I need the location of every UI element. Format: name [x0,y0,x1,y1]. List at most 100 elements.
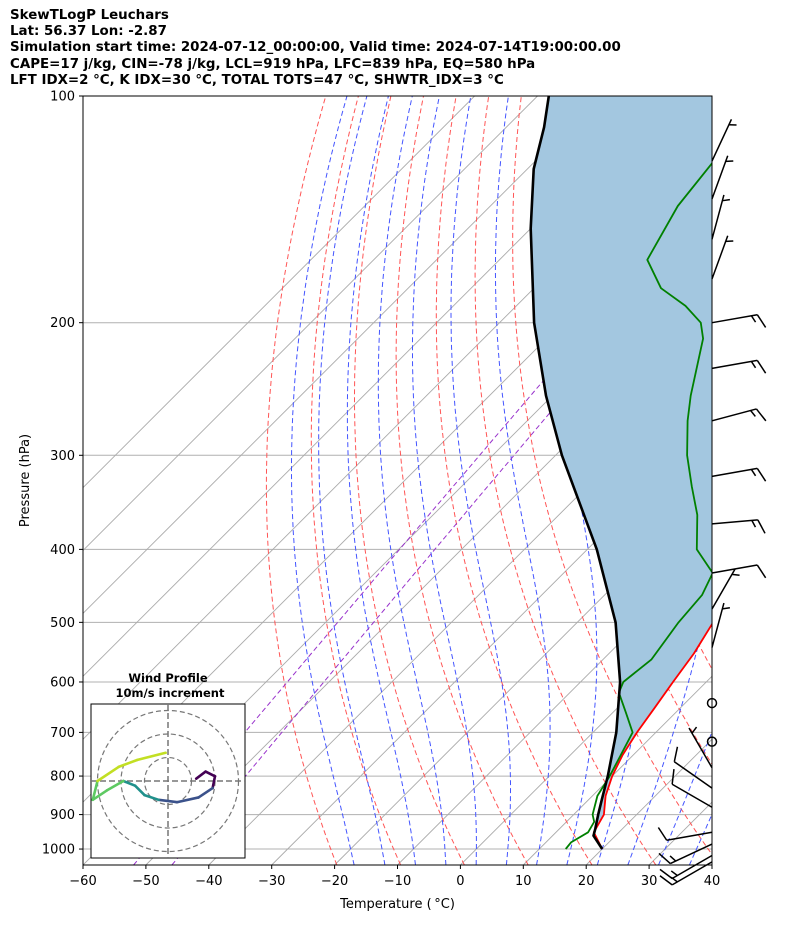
barb-shaft [671,783,713,808]
calm-wind-circle [706,697,718,709]
hodograph-trace-segment [91,789,109,802]
barb-shaft [711,564,758,574]
dry-adiabat-310 [512,96,712,856]
y-tick-label: 600 [50,675,75,690]
barb-shaft [711,194,725,240]
simulation-times: Simulation start time: 2024-07-12_00:00:… [10,40,621,56]
wind-barb [711,194,730,240]
hodograph-trace-segment [157,798,179,804]
barb-half-tick [750,469,757,477]
barb-half-tick [750,361,757,369]
hodograph-trace-segment [91,779,99,802]
dewpoint-profile-line [564,161,712,850]
x-tick-label: 40 [704,874,721,889]
moist-adiabat--15 [318,96,386,865]
barb-full-tick [755,408,767,422]
wind-barb [711,408,767,422]
barb-shaft [711,568,736,610]
barb-half-tick [691,726,698,734]
dry-adiabat-300 [474,96,657,865]
dry-adiabat-370 [717,96,794,865]
dry-adiabat-290 [435,96,593,865]
stability-parameters: CAPE=17 j/kg, CIN=-78 j/kg, LCL=919 hPa,… [10,56,536,72]
wind-barb [706,736,718,747]
y-tick-label: 500 [50,616,75,631]
x-tick-label: −10 [384,874,411,889]
hodograph-trace-segment [105,779,125,792]
axis-ticks: −60 −50 −40 −30 −20 −10 0 10 20 30 40 1000 900 800 700… [18,90,720,913]
hodograph-trace-segment [117,758,139,769]
dry-adiabat-390 [782,96,794,865]
wind-barb [711,519,766,534]
y-tick-label: 300 [50,449,75,464]
barb-half-tick [670,870,678,877]
wind-barb [671,769,713,808]
barb-shaft [666,831,713,841]
barb-full-tick [756,359,767,374]
sounding-profiles [529,96,712,850]
barb-full-tick [756,468,767,482]
isotherm--100 [83,96,601,615]
y-tick-label: 200 [50,316,75,331]
x-axis-label: Temperature ( °C) [339,897,455,912]
moist-adiabat-5 [450,96,511,865]
wind-barb [711,119,737,162]
dry-adiabat-250 [265,96,338,865]
barb-shaft [688,727,713,769]
barb-shaft [711,408,757,422]
wind-barbs [657,119,767,886]
x-tick-label: −50 [132,874,159,889]
x-tick-label: −60 [69,874,96,889]
barb-half-tick [722,198,730,202]
y-tick-label: 900 [50,808,75,823]
isotherm--10 [397,549,712,865]
hodograph-trace-segment [204,770,217,778]
wind-barb [711,359,767,374]
hodograph-trace-segment [133,784,146,797]
barb-half-tick [750,315,757,323]
moist-adiabat-30 [658,730,712,865]
wind-barb [658,843,713,865]
isotherm--50 [145,298,712,865]
x-tick-label: 20 [578,874,595,889]
barb-half-tick [750,410,756,417]
barb-shaft [671,861,713,886]
wind-barb [688,726,713,769]
barb-shaft [669,843,713,865]
hodograph-subtitle: 10m/s increment [116,686,225,700]
wind-barb [711,235,734,280]
barb-shaft [711,155,729,200]
dry-adiabat-260 [310,96,402,865]
hodograph-trace-segment [122,779,137,788]
hodograph-trace-segment [136,751,167,762]
x-tick-label: −30 [258,874,285,889]
isotherm-40 [711,864,712,865]
hodograph-trace-segment [143,793,160,802]
y-axis-label: Pressure (hPa) [18,434,33,527]
stability-indices: LFT IDX=2 °C, K IDX=30 °C, TOTAL TOTS=47… [10,72,504,88]
barb-shaft [711,119,733,162]
parcel-profile-line [529,96,622,850]
y-tick-label: 700 [50,726,75,741]
wind-barb [711,564,767,579]
barb-full-tick [671,769,675,785]
barb-shaft [711,313,758,324]
barb-full-tick [658,852,671,865]
chart-header: SkewTLogP Leuchars Lat: 56.37 Lon: -2.87… [10,8,621,89]
wind-barb [711,155,734,200]
isotherm-10 [522,675,712,865]
hodograph-trace-segment [194,770,207,780]
dry-adiabat-280 [395,96,529,865]
y-tick-label: 1000 [42,843,75,858]
calm-wind-circle [706,736,718,747]
barb-shaft [711,519,758,525]
isotherm-0 [460,612,712,865]
barb-full-tick [659,875,673,886]
wind-barb [711,467,767,482]
wind-barb [706,697,718,709]
temperature-profile-line [592,622,712,850]
dry-adiabat-380 [749,96,794,865]
hodograph-trace-segment [197,786,214,799]
y-tick-label: 800 [50,770,75,785]
